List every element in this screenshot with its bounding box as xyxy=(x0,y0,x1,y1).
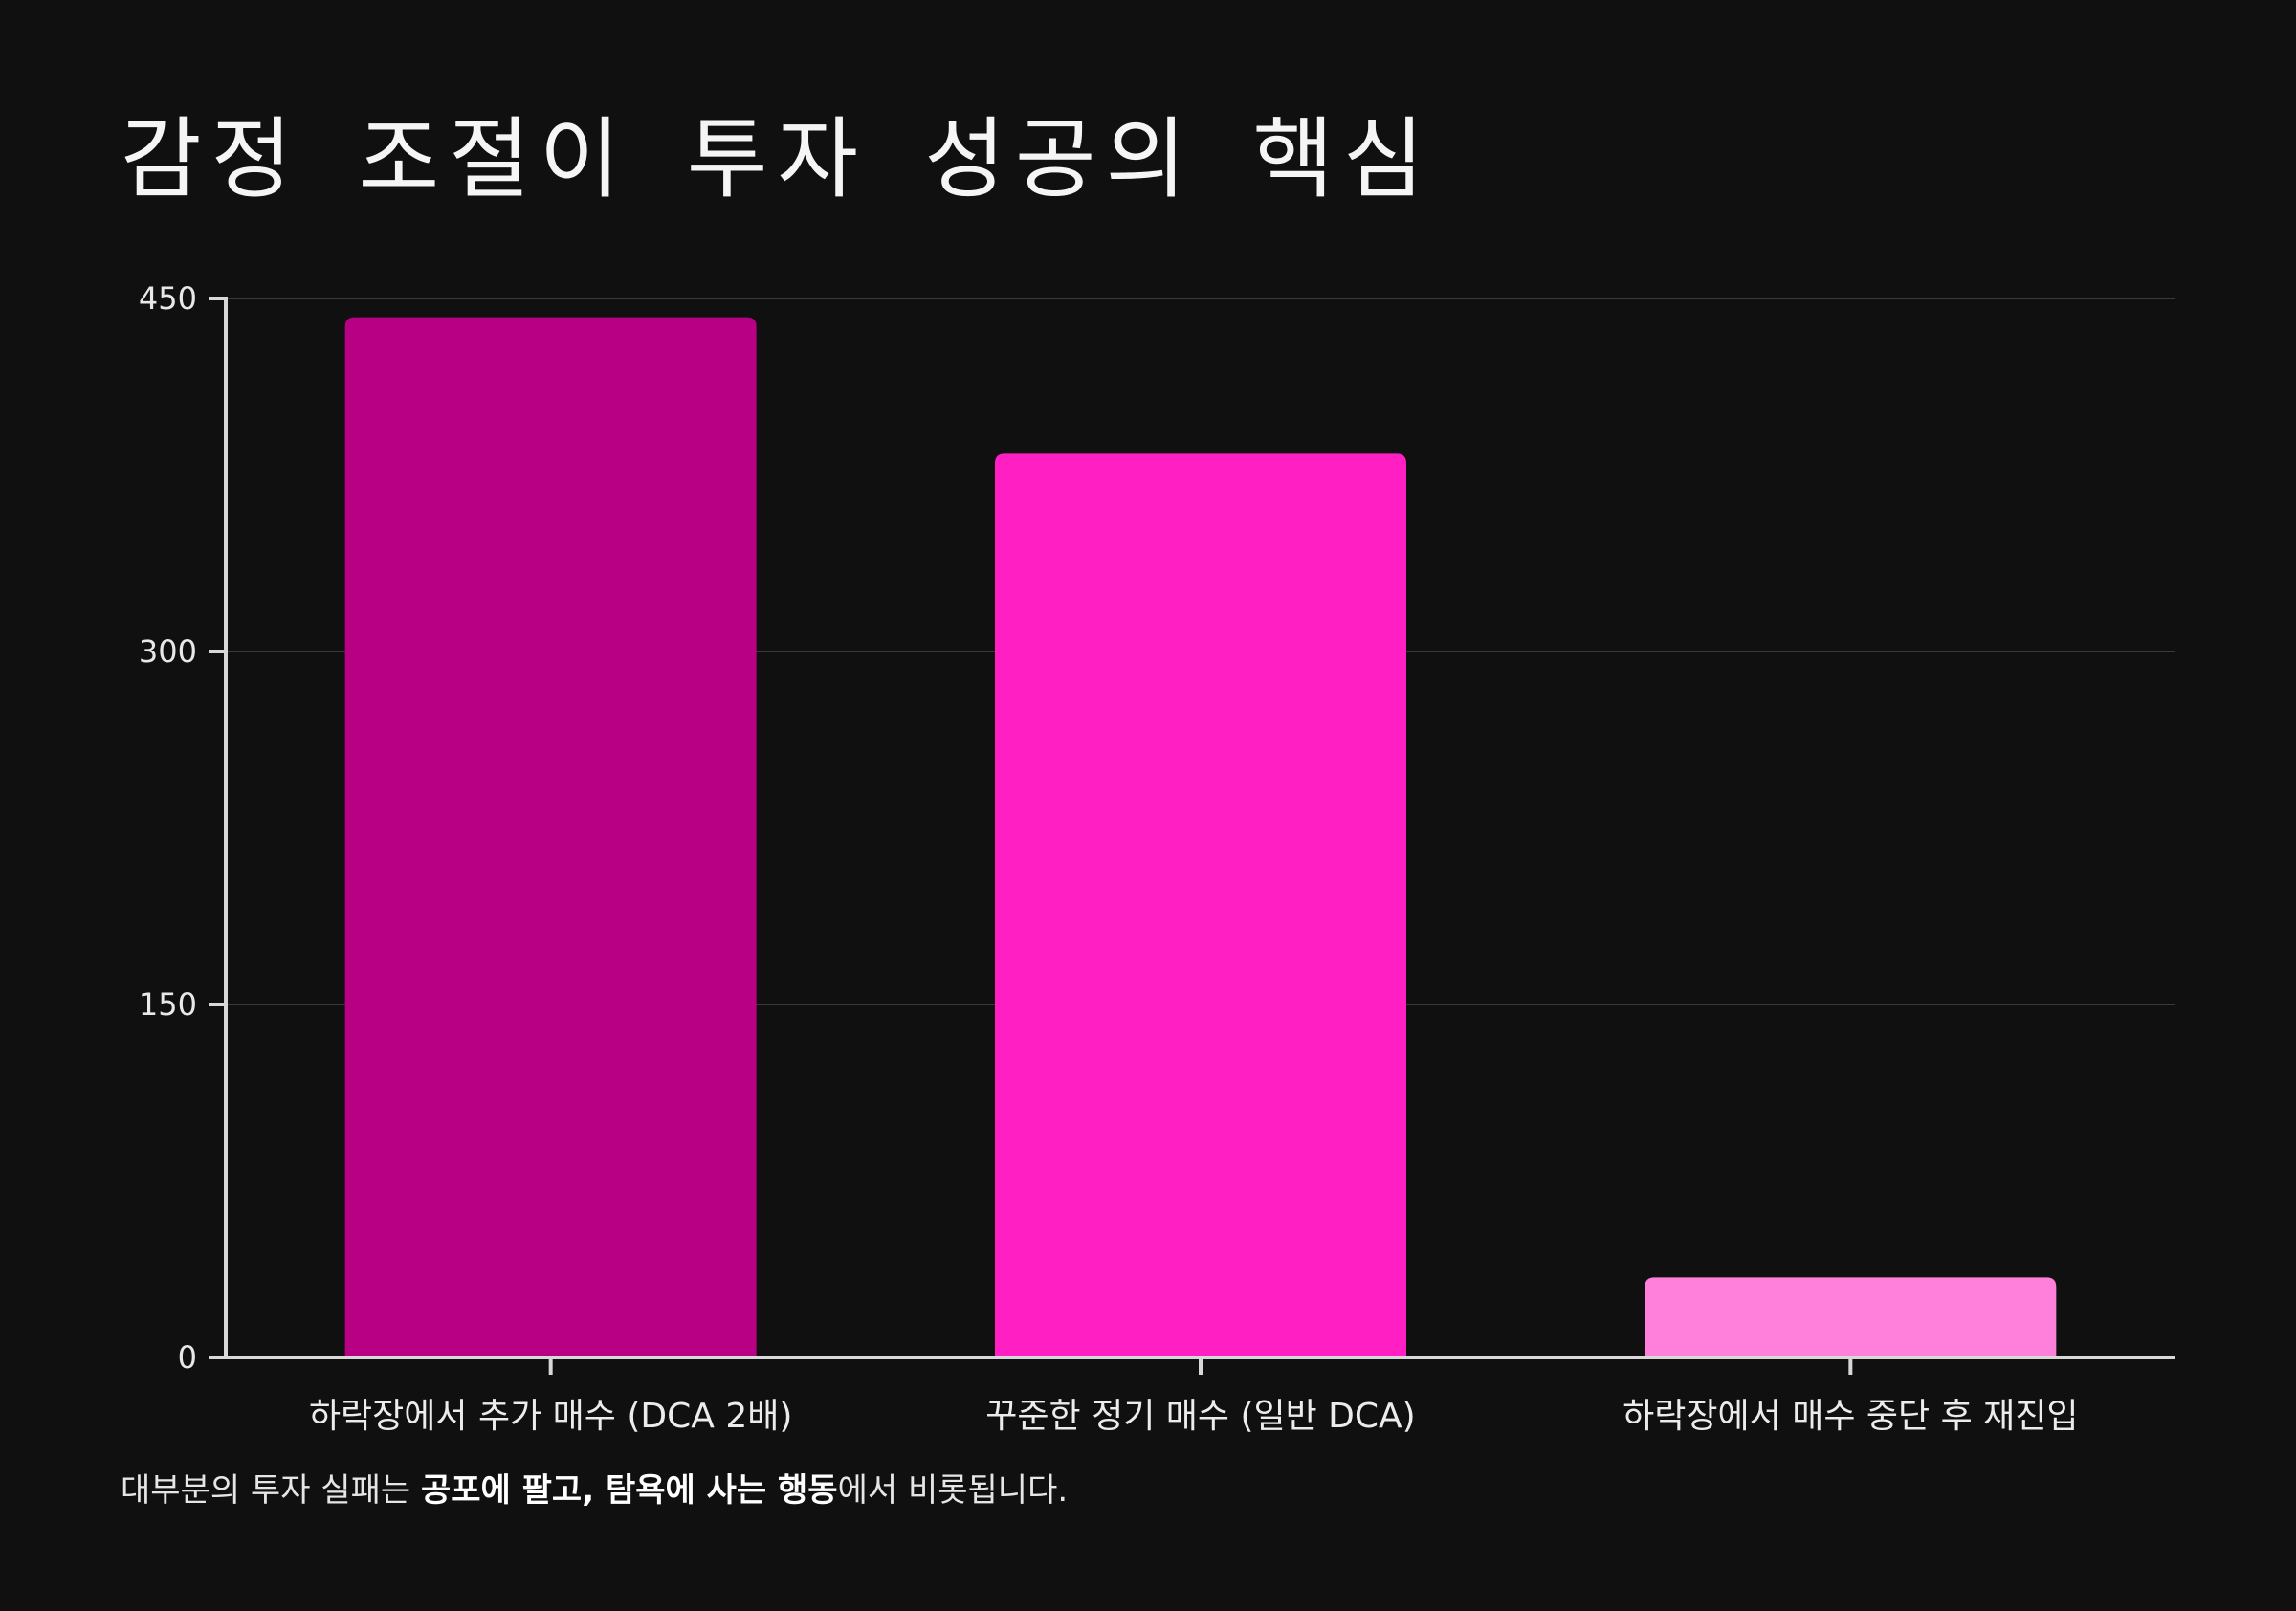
y-tick-label-300: 300 xyxy=(139,633,197,670)
footnote: 대부분의 투자 실패는 공포에 팔고, 탐욕에 사는 행동에서 비롯됩니다. xyxy=(121,1464,1068,1511)
bar-3 xyxy=(1645,1277,2057,1357)
x-tick-label-2: 꾸준한 정기 매수 (일반 DCA) xyxy=(985,1397,1415,1436)
bar-2 xyxy=(995,453,1406,1357)
x-tick-label-1: 하락장에서 추가 매수 (DCA 2배) xyxy=(309,1397,792,1436)
bars xyxy=(344,317,2057,1358)
y-tick-label-0: 0 xyxy=(178,1339,197,1376)
axis-labels: 0 150 300 450 하락장에서 추가 매수 (DCA 2배) 꾸준한 정기 매수 … xyxy=(139,280,2079,1436)
x-tick-label-3: 하락장에서 매수 중단 후 재진입 xyxy=(1623,1397,2078,1436)
y-tick-label-150: 150 xyxy=(139,986,197,1023)
footnote-text-end: 에서 비롯됩니다. xyxy=(837,1471,1069,1510)
y-tick-label-450: 450 xyxy=(139,280,197,317)
axes xyxy=(209,297,2175,1375)
bar-1 xyxy=(344,317,757,1358)
footnote-text: 대부분의 투자 실패는 xyxy=(121,1471,421,1510)
chart-title: 감정 조절이 투자 성공의 핵심 xyxy=(121,108,1434,210)
footnote-emphasis: 공포에 팔고, 탐욕에 사는 행동 xyxy=(420,1471,838,1510)
